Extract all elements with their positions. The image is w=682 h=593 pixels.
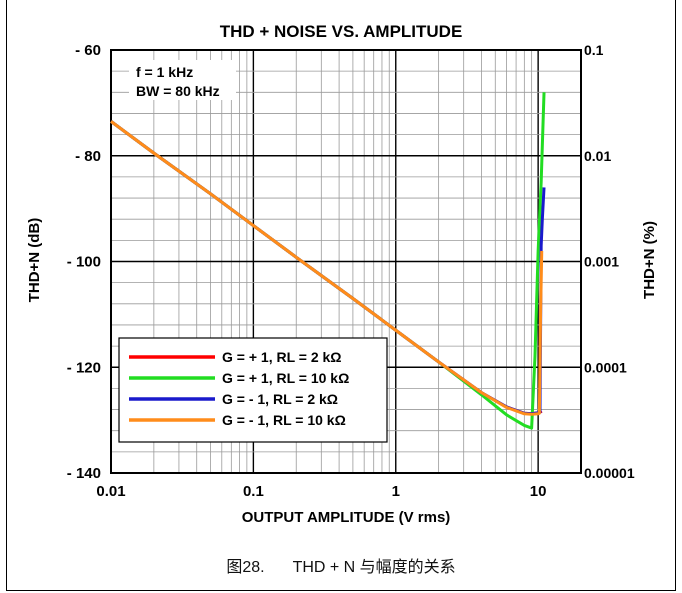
- series-line-4: [110, 120, 544, 416]
- y-axis-label: THD+N (dB): [26, 218, 43, 303]
- annotation-bandwidth: BW = 80 kHz: [136, 83, 220, 99]
- thd-chart: 0.01 0.1 1 10 - 140 - 120 - 100 - 80 - 60 0.00001…: [26, 22, 658, 526]
- annotation-box: f = 1 kHz BW = 80 kHz: [129, 60, 236, 100]
- figure-frame: [6, 0, 676, 591]
- plot-border: [110, 49, 582, 474]
- series-layer: [110, 92, 546, 430]
- label-layer: 0.01 0.1 1 10 - 140 - 120 - 100 - 80 - 60 0.00001…: [67, 42, 635, 500]
- y2-tick-label: 0.001: [584, 254, 619, 270]
- x-tick-label: 0.1: [243, 483, 264, 500]
- x-axis-label: OUTPUT AMPLITUDE (V rms): [242, 509, 451, 526]
- y-tick-label: - 120: [67, 359, 101, 376]
- legend-label-1: G = + 1, RL = 2 kΩ: [222, 349, 342, 365]
- caption-text: THD + N 与幅度的关系: [292, 559, 456, 576]
- legend-label-4: G = - 1, RL = 10 kΩ: [222, 412, 346, 428]
- y2-axis-label: THD+N (%): [641, 221, 658, 299]
- y2-tick-label: 0.01: [584, 148, 611, 164]
- y2-tick-label: 0.1: [584, 42, 604, 58]
- y-tick-label: - 80: [75, 148, 101, 165]
- y-tick-label: - 60: [75, 42, 101, 59]
- y2-tick-label: 0.0001: [584, 359, 627, 375]
- legend-label-2: G = + 1, RL = 10 kΩ: [222, 370, 349, 386]
- y2-tick-label: 0.00001: [584, 465, 635, 481]
- annotation-frequency: f = 1 kHz: [136, 64, 193, 80]
- legend-label-3: G = - 1, RL = 2 kΩ: [222, 391, 338, 407]
- figure-caption: 图28. THD + N 与幅度的关系: [0, 553, 682, 577]
- y-tick-label: - 100: [67, 254, 101, 271]
- chart-title: THD + NOISE VS. AMPLITUDE: [220, 22, 463, 41]
- legend: G = + 1, RL = 2 kΩ G = + 1, RL = 10 kΩ G =…: [118, 337, 388, 443]
- x-tick-label: 0.01: [96, 483, 125, 500]
- y-tick-label: - 140: [67, 465, 101, 482]
- x-tick-label: 10: [530, 483, 547, 500]
- x-tick-label: 1: [392, 483, 400, 500]
- caption-number: 图28.: [226, 559, 265, 576]
